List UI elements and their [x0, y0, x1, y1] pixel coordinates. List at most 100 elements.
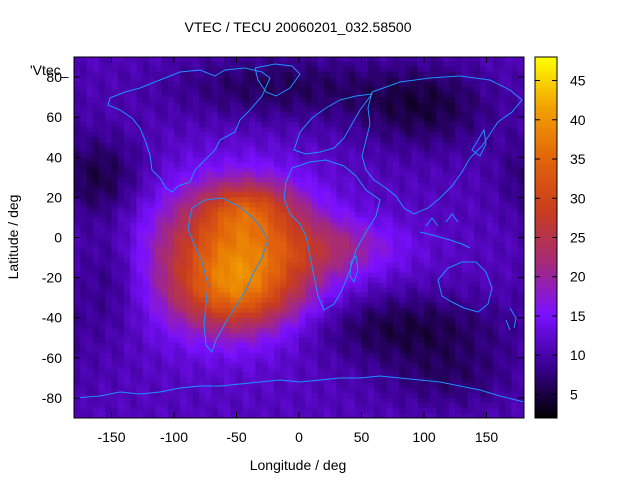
heatmap-cell — [392, 247, 400, 254]
heatmap-cell — [430, 347, 438, 354]
heatmap-cell — [336, 312, 344, 319]
heatmap-cell — [255, 297, 263, 304]
heatmap-cell — [480, 347, 488, 354]
heatmap-cell — [355, 292, 363, 299]
heatmap-cell — [124, 292, 131, 299]
heatmap-cell — [499, 322, 506, 329]
heatmap-cell — [517, 347, 524, 354]
heatmap-cell — [111, 92, 119, 98]
heatmap-cell — [342, 307, 350, 314]
heatmap-cell — [449, 87, 456, 93]
heatmap-cell — [211, 172, 219, 178]
heatmap-cell — [467, 247, 475, 254]
heatmap-cell — [249, 332, 256, 339]
heatmap-cell — [217, 267, 225, 274]
heatmap-cell — [130, 362, 138, 369]
heatmap-cell — [99, 402, 106, 409]
heatmap-cell — [149, 127, 156, 133]
heatmap-cell — [92, 87, 100, 93]
heatmap-cell — [261, 342, 269, 349]
heatmap-cell — [230, 232, 238, 239]
heatmap-cell — [380, 327, 388, 334]
heatmap-cell — [405, 392, 413, 399]
heatmap-cell — [480, 162, 488, 168]
heatmap-cell — [386, 332, 394, 339]
heatmap-cell — [374, 222, 381, 229]
heatmap-cell — [167, 132, 175, 138]
heatmap-cell — [505, 172, 513, 178]
heatmap-cell — [492, 317, 500, 324]
heatmap-cell — [467, 102, 475, 108]
heatmap-cell — [480, 192, 488, 198]
heatmap-cell — [455, 97, 463, 103]
heatmap-cell — [342, 77, 350, 83]
heatmap-cell — [467, 312, 475, 319]
heatmap-cell — [236, 397, 244, 404]
heatmap-cell — [355, 297, 363, 304]
heatmap-cell — [142, 292, 150, 299]
heatmap-cell — [449, 137, 456, 143]
heatmap-cell — [486, 147, 494, 153]
heatmap-cell — [86, 267, 94, 274]
heatmap-cell — [86, 297, 94, 304]
heatmap-cell — [299, 92, 306, 98]
heatmap-cell — [149, 157, 156, 163]
heatmap-cell — [236, 197, 244, 203]
heatmap-cell — [267, 297, 275, 304]
heatmap-cell — [224, 292, 231, 299]
heatmap-cell — [99, 337, 106, 344]
heatmap-cell — [167, 282, 175, 289]
heatmap-cell — [149, 232, 156, 239]
heatmap-cell — [517, 152, 524, 158]
heatmap-cell — [361, 392, 369, 399]
heatmap-cell — [180, 302, 188, 309]
heatmap-cell — [99, 87, 106, 93]
heatmap-cell — [380, 102, 388, 108]
heatmap-cell — [242, 402, 250, 409]
heatmap-cell — [417, 92, 425, 98]
heatmap-cell — [274, 292, 281, 299]
heatmap-cell — [417, 127, 425, 133]
heatmap-cell — [192, 137, 200, 143]
heatmap-cell — [517, 72, 524, 78]
heatmap-cell — [386, 312, 394, 319]
heatmap-cell — [205, 177, 213, 183]
heatmap-cell — [499, 362, 506, 369]
heatmap-cell — [174, 252, 181, 259]
heatmap-cell — [424, 87, 431, 93]
heatmap-cell — [205, 112, 213, 118]
heatmap-cell — [167, 352, 175, 359]
heatmap-cell — [186, 67, 194, 73]
heatmap-cell — [330, 297, 338, 304]
heatmap-cell — [74, 57, 81, 63]
heatmap-cell — [167, 247, 175, 254]
heatmap-cell — [192, 112, 200, 118]
heatmap-cell — [111, 332, 119, 339]
heatmap-cell — [499, 57, 506, 63]
heatmap-cell — [99, 152, 106, 158]
heatmap-cell — [305, 287, 313, 294]
heatmap-cell — [242, 357, 250, 364]
heatmap-cell — [424, 232, 431, 239]
heatmap-cell — [130, 242, 138, 249]
heatmap-cell — [124, 357, 131, 364]
heatmap-cell — [280, 267, 288, 274]
heatmap-cell — [424, 202, 431, 209]
heatmap-cell — [280, 252, 288, 259]
heatmap-cell — [99, 167, 106, 173]
heatmap-cell — [105, 297, 113, 304]
heatmap-cell — [349, 92, 356, 98]
heatmap-cell — [74, 142, 81, 148]
heatmap-cell — [430, 242, 438, 249]
heatmap-cell — [136, 97, 144, 103]
heatmap-cell — [430, 342, 438, 349]
heatmap-cell — [249, 337, 256, 344]
heatmap-cell — [180, 97, 188, 103]
heatmap-cell — [280, 132, 288, 138]
heatmap-cell — [436, 387, 444, 394]
heatmap-cell — [280, 197, 288, 203]
heatmap-cell — [461, 347, 469, 354]
heatmap-cell — [355, 172, 363, 178]
heatmap-cell — [386, 337, 394, 344]
heatmap-cell — [105, 312, 113, 319]
